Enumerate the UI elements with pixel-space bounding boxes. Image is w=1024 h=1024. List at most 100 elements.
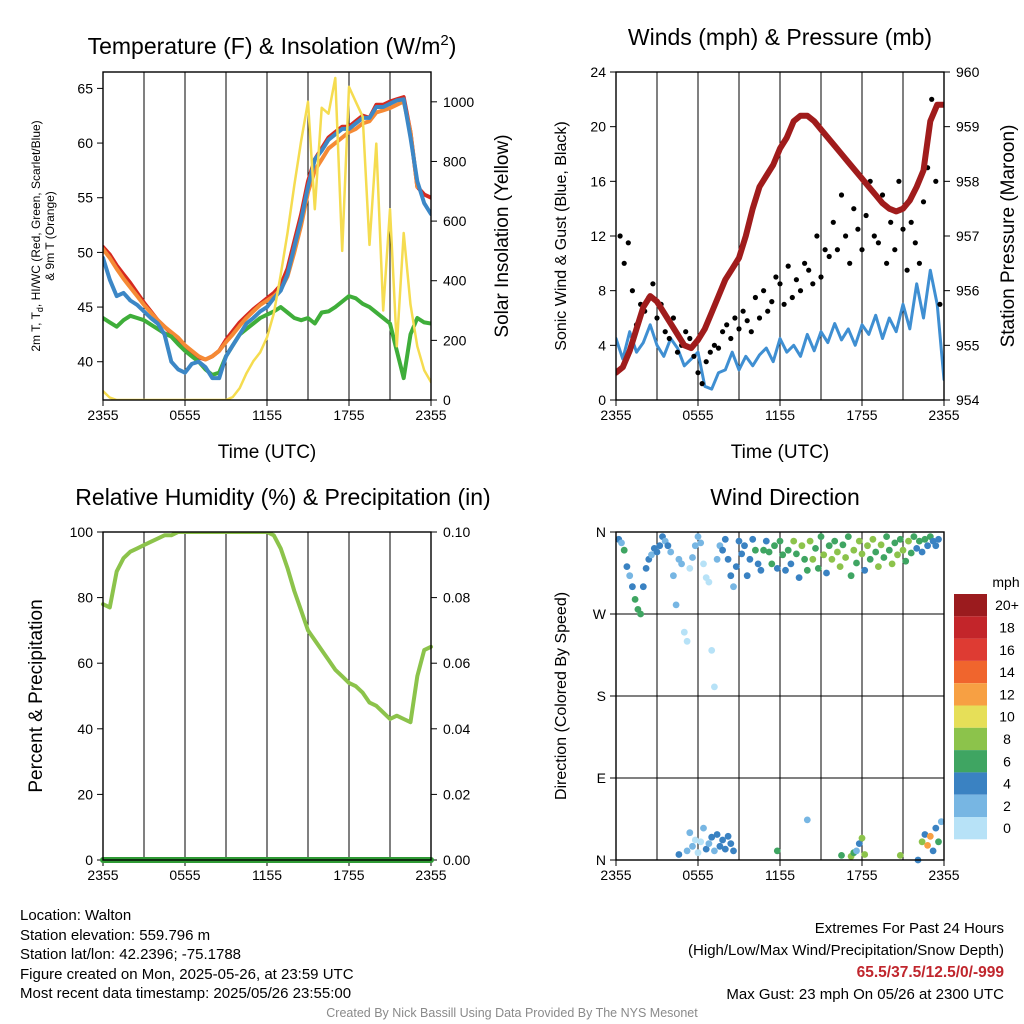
direction-point [790, 537, 798, 545]
direction-point [864, 542, 871, 550]
gust-point [888, 219, 894, 225]
colorbar-swatch [954, 594, 987, 617]
gust-point [884, 260, 890, 266]
direction-point [801, 555, 808, 563]
colorbar-swatch [954, 772, 987, 795]
direction-point [626, 572, 634, 580]
gust-point [912, 240, 918, 246]
direction-point [721, 845, 729, 853]
direction-point [924, 842, 931, 849]
direction-point [694, 849, 702, 857]
direction-point [858, 550, 866, 558]
y2-tick-label: 960 [956, 64, 980, 80]
gust-point [724, 322, 730, 328]
y-axis-label: Direction (Colored By Speed) [553, 592, 570, 800]
gust-point [687, 335, 693, 342]
direction-point [828, 555, 836, 563]
gust-point [756, 315, 763, 321]
y-tick-label: 24 [590, 64, 606, 80]
y-tick-label: 40 [77, 721, 93, 737]
gust-point [711, 342, 718, 348]
direction-point [888, 560, 896, 568]
y2-axis-label: Solar Insolation (Yellow) [492, 134, 513, 337]
y-tick-label: 60 [77, 655, 93, 671]
colorbar-label: 0 [1003, 820, 1011, 836]
direction-point [686, 829, 694, 837]
series-pressure [616, 101, 944, 376]
direction-point [839, 541, 847, 549]
colorbar-label: 4 [1003, 776, 1011, 792]
direction-point [719, 836, 726, 844]
y-axis-label: Sonic Wind & Gust (Blue, Black) [553, 121, 570, 350]
direction-point [861, 851, 869, 858]
x-tick-label: 1155 [252, 407, 282, 423]
series-temp-9m [103, 99, 420, 362]
direction-point [872, 548, 880, 556]
direction-point [896, 852, 904, 859]
y-tick-label: 16 [590, 173, 606, 189]
colorbar-swatch [954, 683, 987, 706]
direction-point [711, 683, 718, 691]
direction-point [932, 542, 940, 550]
gust-point [625, 240, 631, 246]
y2-tick-label: 0.10 [443, 524, 470, 540]
gust-point [621, 260, 627, 266]
y2-tick-label: 0.02 [443, 786, 470, 802]
direction-point [771, 542, 778, 550]
direction-point [842, 554, 849, 561]
series-group [103, 76, 431, 400]
direction-point [741, 542, 748, 550]
x-tick-label: 2355 [928, 867, 959, 883]
gust-point [851, 206, 857, 212]
recent-data-text: Most recent data timestamp: 2025/05/26 2… [20, 985, 352, 1002]
gust-point [732, 315, 738, 321]
extremes-title: Extremes For Past 24 Hours [814, 920, 1004, 937]
direction-point [642, 565, 650, 572]
y2-tick-label: 400 [443, 273, 467, 289]
direction-point [899, 546, 907, 554]
gust-point [830, 219, 836, 225]
colorbar-swatch [954, 817, 987, 840]
direction-point [913, 545, 921, 552]
gust-point [806, 267, 812, 273]
direction-point [637, 610, 644, 618]
direction-point [937, 818, 945, 826]
direction-point [916, 537, 923, 545]
y2-tick-label: 0 [443, 392, 451, 408]
direction-point [929, 847, 937, 855]
direction-point [875, 563, 882, 570]
y-tick-label: 100 [70, 524, 94, 540]
direction-point [623, 563, 631, 570]
direction-point [880, 554, 888, 561]
direction-point [926, 832, 934, 840]
gust-point [650, 281, 656, 287]
direction-point [784, 546, 792, 554]
direction-point [705, 840, 713, 847]
direction-point [806, 537, 814, 545]
direction-point [719, 546, 726, 554]
direction-point [727, 572, 735, 580]
direction-point [735, 537, 743, 545]
y-tick-label: 0 [598, 392, 606, 408]
direction-point [844, 533, 852, 540]
y-axis-label: 2m T, Td, HI/WC (Red, Green, Scarlet/Blu… [29, 120, 45, 351]
colorbar-label: 16 [999, 642, 1015, 658]
direction-point [795, 574, 803, 581]
gust-point [699, 381, 705, 387]
gust-point [617, 233, 623, 239]
gust-point [847, 260, 853, 266]
direction-point [760, 546, 767, 554]
y-tick-label: 60 [77, 135, 93, 151]
direction-point [689, 554, 696, 561]
direction-point [727, 840, 735, 847]
direction-point [803, 816, 811, 824]
gust-point [900, 226, 906, 232]
location-text: Location: Walton [20, 907, 132, 924]
x-tick-label: 0555 [682, 407, 713, 423]
direction-point [705, 578, 713, 586]
gust-point [670, 315, 677, 321]
direction-point [697, 838, 705, 846]
y2-tick-label: 955 [956, 337, 980, 353]
gust-point [863, 212, 869, 219]
